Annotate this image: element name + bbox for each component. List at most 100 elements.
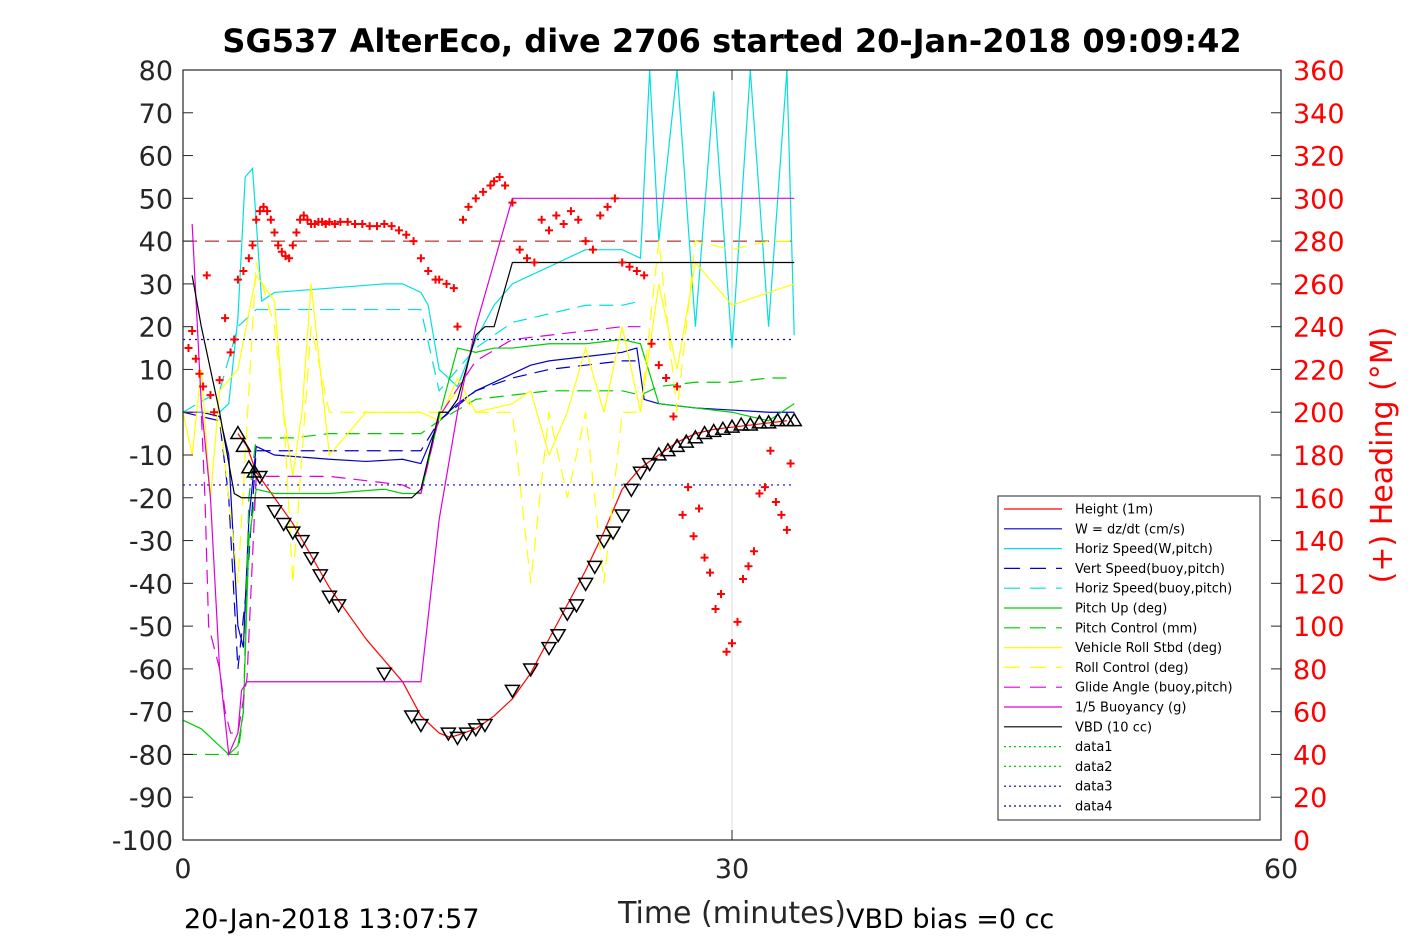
bottom-tick-label: 60 xyxy=(1264,854,1298,885)
legend-label: Height (1m) xyxy=(1075,503,1153,518)
heading-point xyxy=(733,617,742,626)
heading-point xyxy=(618,258,627,267)
left-tick-label: 70 xyxy=(139,99,173,130)
legend-label: data4 xyxy=(1075,800,1113,815)
heading-point xyxy=(336,217,345,226)
heading-point xyxy=(188,326,197,335)
ascent-marker xyxy=(732,416,750,431)
descent-marker xyxy=(595,534,613,550)
heading-point xyxy=(274,241,283,250)
right-tick-label: 80 xyxy=(1293,655,1327,686)
legend-label: Roll Control (deg) xyxy=(1075,661,1189,676)
heading-point xyxy=(717,590,726,599)
heading-point xyxy=(195,369,204,378)
legend-label: Glide Angle (buoy,pitch) xyxy=(1075,681,1233,696)
right-tick-label: 140 xyxy=(1293,527,1345,558)
heading-point xyxy=(303,215,312,224)
heading-point xyxy=(380,220,389,228)
right-tick-label: 40 xyxy=(1293,740,1327,771)
heading-point xyxy=(771,498,780,507)
heading-point xyxy=(202,271,211,280)
legend-label: data1 xyxy=(1075,740,1113,755)
descent-marker xyxy=(251,470,269,485)
series-line-1 xyxy=(183,347,795,648)
bottom-tick-label: 30 xyxy=(715,854,749,885)
ascent-marker xyxy=(229,425,247,440)
heading-point xyxy=(749,547,758,556)
heading-point xyxy=(226,348,235,357)
heading-point xyxy=(239,267,248,276)
heading-point xyxy=(191,354,200,363)
right-tick-label: 360 xyxy=(1293,56,1345,87)
descent-marker xyxy=(311,569,329,584)
heading-point xyxy=(330,220,339,228)
right-tick-label: 300 xyxy=(1293,184,1345,215)
left-tick-label: 60 xyxy=(139,142,173,173)
left-tick-label: -80 xyxy=(129,740,173,771)
descent-marker xyxy=(302,552,320,567)
descent-marker xyxy=(449,731,466,746)
descent-marker xyxy=(330,599,347,614)
heading-point xyxy=(588,245,597,254)
heading-point xyxy=(442,279,451,288)
heading-point xyxy=(738,575,747,584)
heading-point xyxy=(248,241,257,250)
heading-point xyxy=(490,177,499,186)
footer-timestamp: 20-Jan-2018 13:07:57 xyxy=(184,904,480,935)
descent-marker xyxy=(632,466,649,481)
heading-point xyxy=(523,254,532,263)
left-tick-label: 20 xyxy=(139,313,173,344)
left-tick-label: -50 xyxy=(129,612,173,643)
series-line-3 xyxy=(182,360,641,669)
heading-point xyxy=(632,267,641,276)
heading-point xyxy=(684,483,693,492)
heading-point xyxy=(259,202,268,211)
left-axis: 80 70 60 50 40 30 20 10 0 -10 -20 -30 -40 -50 -60 -70 -8… xyxy=(112,56,193,857)
heading-point xyxy=(351,220,360,228)
heading-point xyxy=(416,254,425,263)
heading-point xyxy=(365,222,374,231)
heading-point xyxy=(782,525,791,534)
heading-point xyxy=(296,215,305,224)
right-tick-label: 20 xyxy=(1293,783,1327,814)
plot-series xyxy=(182,69,803,757)
right-tick-label: 240 xyxy=(1293,313,1345,344)
heading-point xyxy=(266,215,275,224)
heading-point xyxy=(581,237,590,246)
heading-point xyxy=(453,322,462,331)
footer-vbd-bias: VBD bias =0 cc xyxy=(846,904,1054,935)
heading-point xyxy=(424,267,433,276)
heading-point xyxy=(292,228,301,237)
right-tick-label: 220 xyxy=(1293,355,1345,386)
left-tick-label: -30 xyxy=(129,527,173,558)
left-tick-label: 50 xyxy=(139,184,173,215)
series-line-5 xyxy=(182,338,795,756)
legend-label: Pitch Control (mm) xyxy=(1075,621,1197,636)
heading-point xyxy=(210,408,219,417)
heading-point xyxy=(458,215,467,224)
descent-marker xyxy=(522,663,540,678)
ascent-marker xyxy=(751,414,768,429)
heading-point xyxy=(610,194,619,203)
heading-point xyxy=(343,217,352,226)
legend-label: data3 xyxy=(1075,780,1113,795)
descent-marker xyxy=(613,509,631,524)
descent-marker xyxy=(558,607,576,622)
series-line-9 xyxy=(183,326,641,734)
descent-marker xyxy=(275,517,292,532)
descent-marker xyxy=(568,599,585,614)
descent-marker xyxy=(641,457,658,473)
heading-point xyxy=(471,194,480,203)
descent-marker xyxy=(375,667,393,682)
heading-point xyxy=(647,339,656,348)
right-tick-label: 0 xyxy=(1293,826,1310,857)
heading-point xyxy=(184,344,193,353)
descent-marker xyxy=(577,577,594,592)
right-tick-label: 100 xyxy=(1293,612,1345,643)
ascent-marker xyxy=(723,418,741,433)
descent-marker xyxy=(293,534,311,550)
heading-point xyxy=(501,181,510,190)
heading-point xyxy=(537,215,546,224)
right-tick-label: 280 xyxy=(1293,227,1345,258)
